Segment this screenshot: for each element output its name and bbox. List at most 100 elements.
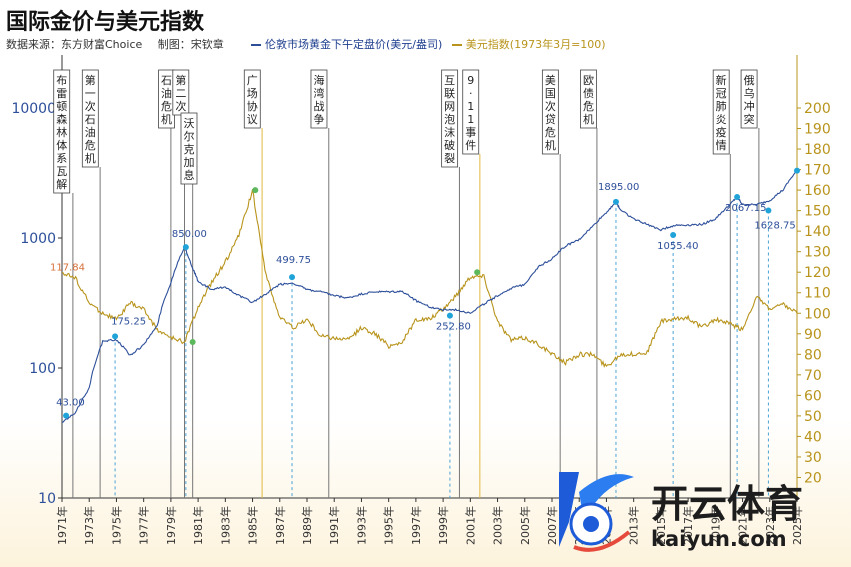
right-tick-label: 160 (804, 183, 831, 199)
right-tick-label: 200 (804, 101, 831, 117)
left-tick-label: 100 (29, 361, 56, 377)
gold-last-point (794, 167, 800, 174)
chart-title: 国际金价与美元指数 (6, 10, 205, 35)
data-point-label: 175.25 (111, 316, 146, 327)
data-point (112, 333, 119, 340)
right-tick-label: 140 (804, 224, 831, 240)
author-text: 制图：宋钦章 (157, 38, 224, 51)
data-point (182, 244, 189, 251)
right-tick-label: 130 (804, 245, 831, 261)
event-label: 广场协议 (247, 74, 258, 126)
data-point-label: 117.84 (50, 263, 85, 274)
event-label-box (81, 69, 99, 168)
x-tick-label: 1993年 (354, 506, 368, 545)
x-tick-label: 1975年 (109, 506, 123, 545)
data-point (612, 198, 619, 205)
dxy-low-point (189, 339, 196, 345)
legend-dxy-label: 美元指数(1973年3月=100) (465, 38, 606, 51)
chart-subtitle: 数据来源：东方财富Choice 制图：宋钦章 (6, 36, 224, 52)
event-label: 沃尔克加息 (183, 117, 194, 182)
x-tick-label: 1977年 (137, 506, 151, 545)
right-tick-label: 170 (804, 163, 831, 179)
event-label: 新冠肺炎疫情 (716, 73, 727, 152)
x-tick-label: 1991年 (327, 506, 341, 545)
x-tick-label: 1985年 (246, 506, 260, 545)
watermark-brand-en: kaiyun.com (651, 527, 787, 551)
data-point-label: 252.80 (436, 322, 471, 333)
event-label-box (712, 69, 730, 155)
event-label-box (740, 69, 758, 129)
right-tick-label: 70 (804, 368, 822, 384)
x-tick-label: 2003年 (491, 506, 505, 545)
x-tick-label: 2001年 (463, 506, 477, 545)
x-tick-label: 1981年 (191, 506, 205, 545)
right-tick-label: 110 (804, 286, 831, 302)
right-tick-label: 150 (804, 204, 831, 220)
dxy-peak-point (474, 269, 481, 276)
data-point-label: 1895.00 (598, 182, 639, 193)
x-tick-label: 1989年 (300, 506, 314, 545)
data-point-label: 1628.75 (754, 220, 795, 231)
source-text: 数据来源：东方财富Choice (6, 38, 143, 51)
data-point (734, 194, 741, 201)
watermark-logo-icon (559, 472, 634, 552)
x-tick-label: 2025年 (790, 506, 804, 545)
x-tick-label: 2019年 (708, 506, 722, 545)
event-label: 美国次贷危机 (545, 74, 556, 152)
right-tick-label: 180 (804, 142, 831, 158)
watermark: 开云体育 kaiyun.com (559, 472, 803, 552)
x-tick-label: 2005年 (518, 506, 532, 545)
dxy-peak-point (252, 187, 259, 194)
x-tick-label: 1997年 (409, 506, 423, 545)
x-tick-label: 1971年 (55, 506, 69, 545)
data-point-label: 2067.15 (725, 203, 766, 214)
data-point-label: 850.00 (172, 229, 207, 240)
data-point-label: 1055.40 (657, 241, 698, 252)
event-label-box (310, 69, 328, 129)
x-tick-label: 1995年 (382, 506, 396, 545)
event-label-box (180, 112, 198, 185)
x-tick-label: 1973年 (82, 506, 96, 545)
series-line-dxy (61, 188, 798, 369)
data-point-label: 499.75 (276, 255, 311, 266)
right-tick-label: 90 (804, 327, 822, 343)
left-tick-label: 1000 (20, 231, 56, 247)
right-tick-label: 20 (804, 470, 822, 486)
right-tick-label: 120 (804, 265, 831, 281)
x-tick-label: 2017年 (681, 506, 695, 545)
event-label-box (462, 69, 480, 155)
event-label: 俄乌冲突 (744, 74, 755, 126)
right-tick-label: 50 (804, 409, 822, 425)
event-label: 布雷顿森林体系瓦解 (56, 74, 67, 191)
legend: 伦敦市场黄金下午定盘价(美元/盎司) 美元指数(1973年3月=100) (245, 36, 606, 52)
right-tick-label: 190 (804, 122, 831, 138)
event-label: 海湾战争 (313, 73, 324, 126)
right-tick-label: 80 (804, 347, 822, 363)
event-label: 第一次石油危机 (85, 73, 96, 165)
x-tick-label: 2007年 (545, 506, 559, 545)
x-tick-label: 2021年 (736, 506, 750, 545)
right-tick-label: 100 (804, 306, 831, 322)
event-label: 欧债危机 (583, 74, 594, 126)
event-label-box (541, 69, 559, 155)
data-point-label: 43.00 (56, 398, 85, 409)
x-tick-label: 1987年 (273, 506, 287, 545)
x-tick-label: 1999年 (436, 506, 450, 545)
event-label-box (441, 69, 459, 168)
legend-gold-label: 伦敦市场黄金下午定盘价(美元/盎司) (265, 38, 443, 51)
right-tick-label: 60 (804, 388, 822, 404)
x-tick-label: 2023年 (763, 506, 777, 545)
legend-swatch-gold (251, 44, 261, 46)
event-label-box (580, 69, 597, 129)
left-tick-label: 10000 (11, 101, 56, 117)
x-tick-label: 1983年 (218, 506, 232, 545)
legend-swatch-dxy (451, 44, 462, 46)
x-tick-label: 2015年 (654, 506, 668, 545)
x-tick-label: 1979年 (164, 506, 178, 545)
right-tick-label: 40 (804, 429, 822, 445)
event-label: 9 · 1 1 事件 (465, 74, 476, 152)
event-label-box (53, 69, 71, 194)
data-point (765, 207, 772, 214)
